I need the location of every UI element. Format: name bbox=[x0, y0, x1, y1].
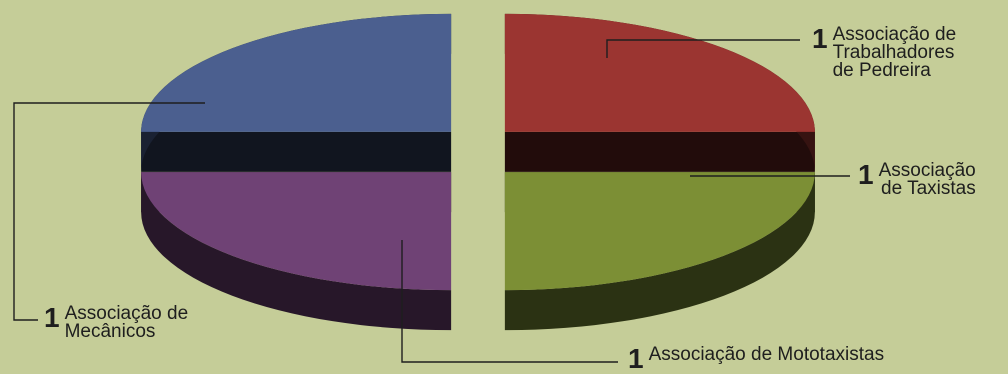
label-mecanicos-text: Associação de Mecânicos bbox=[64, 303, 189, 342]
label-pedreira-text: Associação de Trabalhadores de Pedreira bbox=[832, 24, 957, 81]
label-mototaxistas-count: 1 bbox=[628, 343, 644, 374]
label-mototaxistas-text: Associação de Mototaxistas bbox=[648, 344, 885, 365]
slice-pedreira bbox=[504, 13, 815, 172]
label-taxistas-count: 1 bbox=[858, 159, 874, 190]
label-mototaxistas: 1 Associação de Mototaxistas bbox=[628, 343, 885, 374]
label-mecanicos: 1 Associação de Mecânicos bbox=[44, 302, 189, 342]
slice-mototaxistas bbox=[141, 172, 452, 331]
label-pedreira: 1 Associação de Trabalhadores de Pedreir… bbox=[812, 23, 957, 81]
label-mecanicos-count: 1 bbox=[44, 302, 60, 333]
slice-mecanicos bbox=[141, 13, 452, 172]
slice-taxistas bbox=[504, 172, 815, 331]
leader-mecanicos bbox=[13, 102, 205, 321]
leader-pedreira bbox=[606, 39, 800, 58]
label-taxistas: 1 Associação de Taxistas bbox=[858, 159, 976, 199]
label-pedreira-count: 1 bbox=[812, 23, 828, 54]
leader-mototaxistas bbox=[401, 240, 618, 363]
label-taxistas-text: Associação de Taxistas bbox=[878, 160, 976, 199]
